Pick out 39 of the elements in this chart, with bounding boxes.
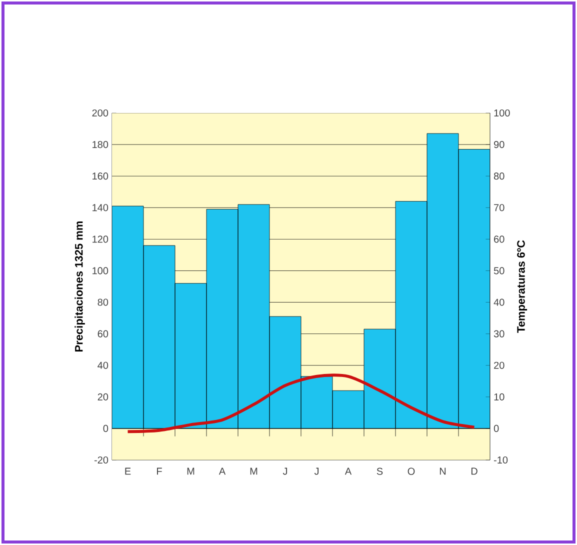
y2-axis-title: Temperaturas 6ºC [517,240,528,333]
y2-tick-label: 80 [494,172,504,180]
y-tick-label: 60 [98,330,108,338]
y2-tick-label: 40 [494,298,504,306]
x-tick-label: E [125,468,131,475]
y2-tick-label: 90 [494,141,504,148]
y-tick-label: 80 [98,298,108,306]
x-tick-label: J [282,468,288,475]
x-tick-label: D [471,468,478,475]
x-tick-label: J [314,468,319,475]
y2-tick-label: 100 [494,109,510,117]
y2-tick-label: 10 [494,393,504,400]
y-tick-label: 160 [92,172,108,180]
y2-tick-label: 50 [494,267,504,274]
y-tick-label: 120 [92,236,108,243]
y-tick-label: 200 [92,109,108,117]
line-series [126,374,476,434]
y2-tick-label: 30 [494,330,504,338]
y-tick-label: 40 [98,362,108,369]
x-tick-label: N [440,468,446,475]
y2-tick-label: 60 [494,236,504,243]
y-axis-title: Precipitaciones 1325 mm [74,221,85,352]
y-tick-label: 140 [92,204,108,212]
y-tick-label: 100 [92,267,108,274]
x-tick-label: M [187,468,194,475]
y2-tick-label: 20 [494,362,504,369]
x-tick-label: F [157,468,162,475]
x-tick-label: M [250,468,258,475]
x-tick-label: A [218,468,226,475]
x-tick-label: A [344,468,352,475]
y2-tick-label: -10 [494,456,508,464]
y-tick-label: -20 [94,456,108,464]
y2-tick-label: 70 [494,204,504,212]
y-tick-label: 180 [92,141,108,148]
y2-tick-label: 0 [494,424,499,432]
y-tick-label: 20 [98,393,108,400]
x-tick-label: S [376,468,383,475]
x-tick-label: O [408,468,415,475]
y-tick-label: 0 [103,424,108,432]
